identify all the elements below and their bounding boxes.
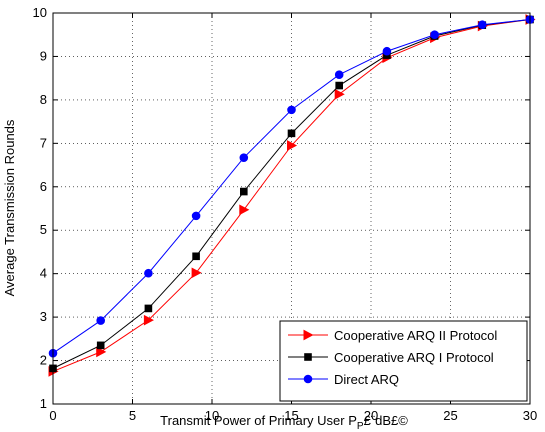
x-tick-label: 5: [129, 408, 136, 423]
y-tick-label: 3: [40, 309, 47, 324]
legend: Cooperative ARQ II Protocol Cooperative A…: [279, 320, 528, 402]
data-point: [239, 204, 250, 216]
data-point: [334, 70, 344, 79]
x-tick-label: 30: [523, 408, 537, 423]
data-point: [335, 81, 343, 90]
data-point: [96, 341, 105, 350]
y-tick-label: 2: [40, 353, 47, 368]
data-point: [191, 267, 202, 279]
data-point: [287, 105, 296, 115]
data-point: [334, 88, 345, 100]
x-tick-label: 0: [49, 408, 56, 423]
axis-ticks: 0 5 10 15 20 25 30 1 2 3 4 5 6 7 8 9 10: [33, 5, 538, 423]
data-point: [287, 129, 296, 138]
data-point: [192, 252, 200, 261]
data-point: [96, 316, 105, 325]
legend-swatch-marker: [304, 353, 312, 361]
legend-entry-1: Cooperative ARQ II Protocol: [288, 328, 497, 343]
x-tick-label: 15: [284, 408, 298, 423]
legend-entry-3: Direct ARQ: [288, 372, 399, 387]
x-axis-label-suffix: £¨dB£©: [364, 413, 409, 428]
legend-label: Cooperative ARQ II Protocol: [334, 328, 497, 343]
data-point: [478, 20, 487, 30]
y-tick-label: 6: [40, 179, 47, 194]
data-point: [430, 30, 439, 40]
y-tick-label: 5: [40, 222, 47, 237]
legend-entry-2: Cooperative ARQ I Protocol: [288, 350, 494, 365]
data-point: [191, 211, 201, 221]
y-tick-label: 1: [40, 396, 47, 411]
data-point: [382, 46, 392, 56]
series-3: [48, 15, 535, 358]
legend-swatch-marker: [303, 329, 314, 341]
legend-box: [279, 320, 528, 402]
legend-swatch-marker: [303, 374, 313, 384]
y-tick-label: 9: [40, 48, 47, 63]
legend-label: Cooperative ARQ I Protocol: [334, 350, 494, 365]
x-tick-label: 25: [443, 408, 457, 423]
x-tick-label: 20: [364, 408, 378, 423]
x-axis-label-subscript: P: [357, 421, 364, 432]
data-point: [144, 304, 153, 313]
data-point: [96, 346, 107, 358]
data-point: [143, 314, 154, 326]
x-axis-label: Transmit Power of Primary User PP£¨dB£©: [160, 413, 408, 432]
data-point: [240, 187, 248, 196]
x-tick-label: 10: [205, 408, 219, 423]
y-tick-label: 10: [33, 5, 47, 20]
data-point: [239, 153, 249, 162]
legend-label: Direct ARQ: [334, 372, 399, 387]
y-tick-label: 7: [40, 135, 47, 150]
y-axis-label: Average Transmission Rounds: [2, 119, 17, 296]
series-layer: [48, 14, 536, 377]
y-tick-label: 8: [40, 92, 47, 107]
x-axis-label-main: Transmit Power of Primary User P: [160, 413, 357, 428]
data-point: [144, 268, 153, 278]
y-tick-label: 4: [40, 266, 47, 281]
data-point: [287, 140, 298, 151]
